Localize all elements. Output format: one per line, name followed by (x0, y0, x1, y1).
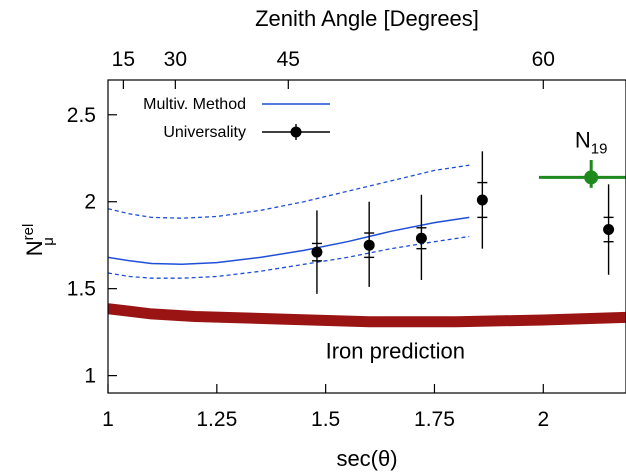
x-tick-label: 2 (537, 408, 549, 431)
x-tick-label: 1.25 (196, 408, 237, 431)
legend-swatch-universality-point (290, 126, 302, 138)
top-tick-label: 60 (532, 48, 555, 71)
y-axis-title: Nrelμ (20, 224, 57, 257)
y-tick-label: 2.5 (67, 104, 96, 127)
y-tick-label: 2 (84, 191, 96, 214)
n19-point (584, 170, 599, 185)
x-tick-label: 1.5 (311, 408, 340, 431)
multiv-method-line (108, 216, 470, 266)
label-layer: Zenith Angle [Degrees] sec(θ) Nrelμ (20, 6, 479, 471)
universality-point (603, 224, 615, 236)
y-tick-label: 1.5 (67, 278, 96, 301)
plot-layer: Iron prediction N19 Multiv. Method Universa… (108, 96, 626, 363)
iron-prediction-line (108, 303, 626, 328)
universality-point (311, 246, 323, 258)
n19-label-main: N (575, 127, 591, 152)
top-tick-label: 30 (164, 48, 187, 71)
legend-label: Multiv. Method (143, 96, 246, 113)
multiv-band-lower-line (108, 235, 470, 279)
x-tick-label: 1 (102, 408, 114, 431)
plot-area: Iron prediction (108, 151, 626, 363)
y-axis-title-sub: μ (40, 237, 57, 246)
legend-label: Universality (163, 124, 246, 141)
x-tick-label: 1.75 (414, 408, 455, 431)
y-axis-title-main: N (22, 240, 47, 256)
plot-frame (107, 79, 626, 394)
x-axis-title: sec(θ) (336, 446, 397, 471)
n19-label: N19 (575, 127, 608, 157)
legend: Multiv. Method Universality (143, 96, 330, 141)
multiv-band-upper-line (108, 164, 470, 219)
top-tick-label: 15 (112, 48, 135, 71)
top-tick-label: 45 (277, 48, 300, 71)
axis-layer: 1 1.25 1.5 1.75 2 1 1.5 2 2.5 15 30 45 60 (67, 48, 626, 431)
y-tick-label: 1 (84, 365, 96, 388)
top-axis-title: Zenith Angle [Degrees] (255, 6, 479, 31)
universality-point (415, 232, 427, 244)
universality-point (476, 194, 488, 206)
iron-prediction-label: Iron prediction (326, 338, 465, 363)
n19-label-sub: 19 (591, 140, 608, 157)
universality-point (363, 239, 375, 251)
y-axis-title-sup: rel (20, 224, 37, 241)
